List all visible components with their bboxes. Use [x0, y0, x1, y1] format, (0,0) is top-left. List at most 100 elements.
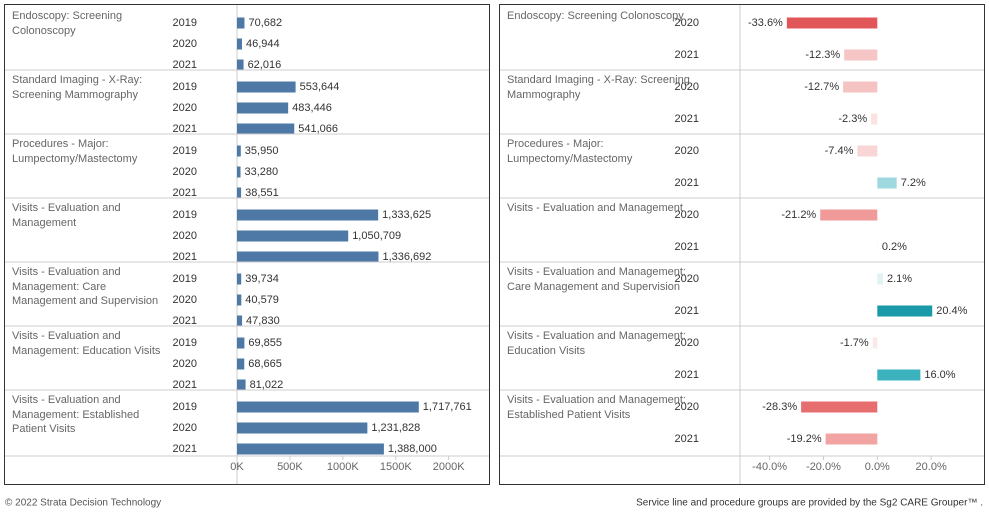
year-label: 2021: [173, 315, 197, 327]
year-label: 2021: [173, 379, 197, 391]
value-label: 541,066: [298, 123, 338, 135]
year-label: 2021: [675, 433, 699, 445]
bar: [801, 401, 878, 413]
year-label: 2020: [675, 145, 699, 157]
bar: [872, 337, 878, 349]
bar: [237, 294, 242, 306]
value-label: 47,830: [246, 315, 280, 327]
group-label-box: Visits - Evaluation and Management: Educ…: [12, 330, 161, 357]
year-label: 2020: [675, 401, 699, 413]
year-label: 2020: [173, 102, 197, 114]
value-label: 1,336,692: [382, 251, 431, 263]
bar: [237, 17, 245, 29]
value-label: 39,734: [245, 273, 279, 285]
value-label: 70,682: [248, 17, 282, 29]
year-label: 2019: [173, 401, 197, 413]
bar: [877, 305, 933, 317]
right-panel: [499, 4, 985, 485]
year-label: 2020: [675, 273, 699, 285]
x-tick-label: 20.0%: [916, 461, 947, 473]
bar: [877, 369, 921, 381]
year-label: 2020: [173, 422, 197, 434]
group-label-box: Visits - Evaluation and Management: Care…: [507, 266, 686, 293]
x-tick-label: 1500K: [380, 461, 412, 473]
year-label: 2020: [675, 209, 699, 221]
group-label: Visits - Evaluation and Management: Esta…: [12, 394, 140, 435]
bar: [237, 209, 379, 221]
group-label: Standard Imaging - X-Ray: Screening Mamm…: [12, 74, 143, 101]
value-label: 1,388,000: [388, 443, 437, 455]
year-label: 2021: [675, 113, 699, 125]
year-label: 2019: [173, 81, 197, 93]
value-label: 2.1%: [887, 273, 912, 285]
value-label: 1,050,709: [352, 230, 401, 242]
year-label: 2021: [675, 241, 699, 253]
group-label-box: Visits - Evaluation and Management: Esta…: [12, 394, 140, 435]
year-label: 2019: [173, 145, 197, 157]
bar: [237, 166, 241, 178]
bar: [237, 337, 245, 349]
value-label: 35,950: [245, 145, 279, 157]
year-label: 2020: [173, 166, 197, 178]
group-label: Standard Imaging - X-Ray: Screening Mamm…: [507, 74, 690, 101]
bar: [877, 177, 897, 189]
bar: [237, 59, 244, 71]
x-tick-label: 0K: [230, 461, 244, 473]
group-label-box: Standard Imaging - X-Ray: Screening Mamm…: [507, 74, 690, 101]
value-label: 33,280: [245, 166, 279, 178]
x-tick-label: -40.0%: [752, 461, 787, 473]
bar: [786, 17, 878, 29]
year-label: 2021: [675, 177, 699, 189]
year-label: 2019: [173, 337, 197, 349]
value-label: -12.3%: [805, 49, 840, 61]
bar: [237, 251, 379, 263]
year-label: 2019: [173, 209, 197, 221]
value-label: 38,551: [245, 187, 279, 199]
bar: [857, 145, 878, 157]
group-label-box: Visits - Evaluation and Management: Care…: [12, 266, 158, 307]
year-label: 2021: [173, 187, 197, 199]
value-label: 20.4%: [936, 305, 967, 317]
group-label-box: Standard Imaging - X-Ray: Screening Mamm…: [12, 74, 143, 101]
value-label: 0.2%: [882, 241, 907, 253]
bar: [237, 358, 245, 370]
year-label: 2021: [173, 123, 197, 135]
value-label: -21.2%: [781, 209, 816, 221]
bar: [237, 102, 289, 114]
bar: [877, 241, 878, 253]
value-label: 553,644: [300, 81, 340, 93]
group-label: Visits - Evaluation and Management: [12, 202, 121, 229]
group-label-box: Procedures - Major: Lumpectomy/Mastectom…: [12, 138, 137, 165]
bar: [237, 145, 241, 157]
value-label: 1,717,761: [423, 401, 472, 413]
year-label: 2019: [173, 17, 197, 29]
x-tick-label: -20.0%: [806, 461, 841, 473]
group-label: Visits - Evaluation and Management: Esta…: [507, 394, 686, 421]
value-label: 1,231,828: [371, 422, 420, 434]
bar: [237, 315, 243, 327]
bar: [871, 113, 878, 125]
x-tick-label: 1000K: [327, 461, 359, 473]
year-label: 2020: [173, 230, 197, 242]
year-label: 2021: [173, 251, 197, 263]
year-label: 2020: [675, 81, 699, 93]
bar: [820, 209, 878, 221]
group-label-box: Visits - Evaluation and Management: [12, 202, 121, 229]
bar: [237, 401, 419, 413]
left-panel: [4, 4, 490, 485]
value-label: 16.0%: [924, 369, 955, 381]
year-label: 2021: [675, 369, 699, 381]
group-label-box: Visits - Evaluation and Management: [507, 202, 683, 214]
value-label: 69,855: [248, 337, 282, 349]
value-label: 7.2%: [901, 177, 926, 189]
value-label: 68,665: [248, 358, 282, 370]
group-label: Visits - Evaluation and Management: Educ…: [12, 330, 161, 357]
group-label: Visits - Evaluation and Management: Care…: [507, 266, 686, 293]
value-label: -28.3%: [762, 401, 797, 413]
x-tick-label: 0.0%: [865, 461, 890, 473]
value-label: -7.4%: [825, 145, 854, 157]
year-label: 2021: [173, 443, 197, 455]
group-label-box: Visits - Evaluation and Management: Esta…: [507, 394, 686, 421]
year-label: 2021: [675, 49, 699, 61]
